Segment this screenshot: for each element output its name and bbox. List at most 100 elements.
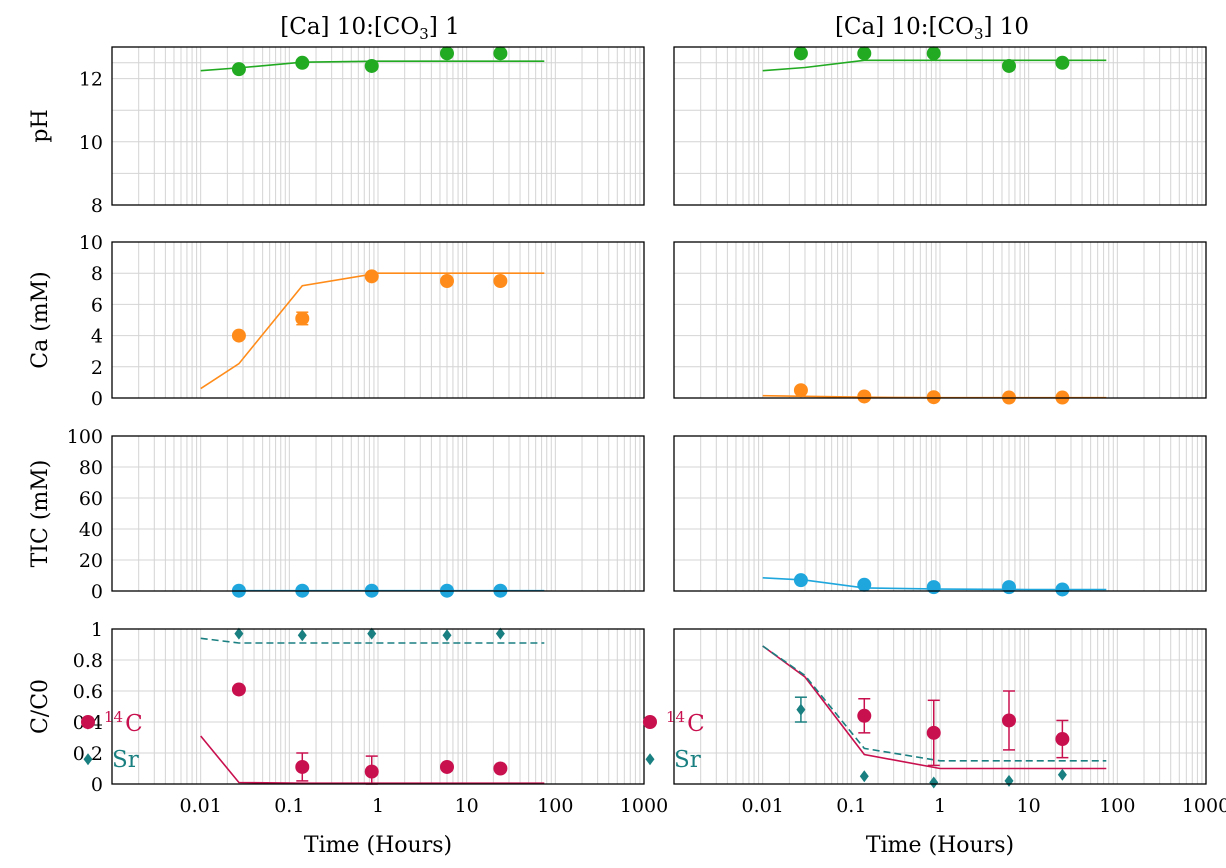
panel-0-1 — [673, 46, 1207, 206]
x-tick-label: 0.01 — [180, 795, 222, 817]
panel-frame — [673, 46, 1207, 206]
x-axis-label: Time (Hours) — [866, 833, 1014, 858]
data-point — [926, 725, 941, 740]
legend-label-c14: 14C — [104, 708, 143, 737]
panel-3-0: 00.20.40.60.81C/C00.010.11101001000Time … — [28, 619, 668, 858]
y-axis-label: Ca (mM) — [28, 271, 53, 369]
data-point — [1001, 713, 1016, 728]
y-tick-label: 10 — [79, 132, 103, 154]
data-point — [364, 764, 379, 779]
panel-0-0: 8 10 12 pH — [28, 46, 645, 217]
x-tick-label: 0.01 — [742, 795, 784, 817]
legend-label-c14-text: C — [687, 711, 705, 737]
legend-label-c14-superscript: 14 — [104, 708, 123, 726]
panel-frame — [111, 241, 645, 399]
data-point — [857, 389, 872, 404]
y-tick-label: 100 — [67, 426, 103, 448]
data-point — [926, 46, 941, 61]
y-tick-label: 12 — [79, 69, 103, 91]
data-point-diamond — [234, 627, 244, 640]
panel-frame — [673, 628, 1207, 785]
legend-marker-sr — [645, 753, 655, 766]
data-point-diamond — [442, 629, 452, 642]
left-column-title: [Ca] 10:[CO3] 1 — [280, 14, 459, 43]
data-point — [857, 708, 872, 723]
x-tick-label: 100 — [537, 795, 573, 817]
y-tick-label: 4 — [91, 326, 103, 348]
data-point — [1001, 580, 1016, 595]
panel-1-0: 0 2 4 6 8 10 Ca (mM) — [28, 232, 645, 410]
data-point — [295, 759, 310, 774]
legend-label-sr: Sr — [674, 747, 701, 773]
x-tick-label: 1 — [372, 795, 384, 817]
series-line-model — [762, 59, 1107, 72]
y-tick-label: 0 — [91, 581, 103, 603]
panel-frame — [111, 435, 645, 592]
data-point — [793, 383, 808, 398]
data-point-diamond — [1057, 768, 1067, 781]
data-point — [364, 269, 379, 284]
panel-1-1 — [673, 241, 1207, 405]
data-point — [793, 573, 808, 588]
y-tick-label: 6 — [91, 294, 103, 316]
series-line-Sr — [200, 637, 545, 644]
y-tick-label: 10 — [79, 232, 103, 254]
data-point-diamond — [1004, 774, 1014, 787]
y-tick-label: 0 — [91, 774, 103, 796]
legend-label-c14: 14C — [666, 708, 705, 737]
data-point-diamond — [929, 776, 939, 789]
panel-frame — [673, 435, 1207, 592]
data-point — [493, 46, 508, 61]
y-tick-label: 0 — [91, 388, 103, 410]
legend-label-c14-superscript: 14 — [666, 708, 685, 726]
y-tick-label: 0.6 — [73, 681, 103, 703]
data-point-diamond — [796, 703, 806, 716]
y-axis-label: pH — [28, 109, 53, 142]
y-tick-label: 2 — [91, 357, 103, 379]
x-tick-label: 1 — [934, 795, 946, 817]
data-point — [493, 761, 508, 776]
data-point-diamond — [495, 627, 505, 640]
data-point — [857, 46, 872, 61]
panel-frame — [673, 241, 1207, 399]
data-point — [926, 390, 941, 405]
data-point — [231, 328, 246, 343]
data-point — [439, 46, 454, 61]
legend-marker-c14 — [643, 715, 657, 729]
data-point — [1055, 582, 1070, 597]
data-point — [364, 58, 379, 73]
data-point — [439, 274, 454, 288]
panel-2-1 — [673, 435, 1207, 597]
panel-frame — [111, 46, 645, 206]
legend-marker-sr — [83, 753, 93, 766]
data-point — [793, 46, 808, 61]
legend-label-sr: Sr — [112, 747, 139, 773]
y-tick-label: 0.8 — [73, 650, 103, 672]
y-tick-label: 20 — [79, 550, 103, 572]
data-point — [926, 580, 941, 595]
panel-2-0: 0 20 40 60 80 100 TIC (mM) — [28, 426, 645, 603]
y-axis-label: TIC (mM) — [28, 460, 53, 568]
data-point — [295, 311, 310, 326]
data-point-diamond — [297, 629, 307, 642]
data-point-diamond — [859, 770, 869, 783]
data-point — [1055, 55, 1070, 70]
x-tick-label: 0.1 — [836, 795, 866, 817]
y-tick-label: 8 — [91, 263, 103, 285]
x-tick-label: 0.1 — [274, 795, 304, 817]
data-point — [1055, 732, 1070, 747]
y-tick-label: 80 — [79, 457, 103, 479]
data-point — [1001, 58, 1016, 73]
series-line-14C — [762, 645, 1107, 770]
legend-label-c14-text: C — [125, 711, 143, 737]
x-tick-label: 1000 — [1182, 795, 1226, 817]
data-point — [295, 55, 310, 70]
data-point — [493, 274, 508, 288]
panel-frame — [111, 628, 645, 785]
x-tick-label: 10 — [1017, 795, 1041, 817]
x-tick-label: 1000 — [620, 795, 668, 817]
series-line-model — [200, 272, 545, 390]
right-column-title: [Ca] 10:[CO3] 10 — [835, 14, 1029, 43]
data-point — [231, 62, 246, 77]
